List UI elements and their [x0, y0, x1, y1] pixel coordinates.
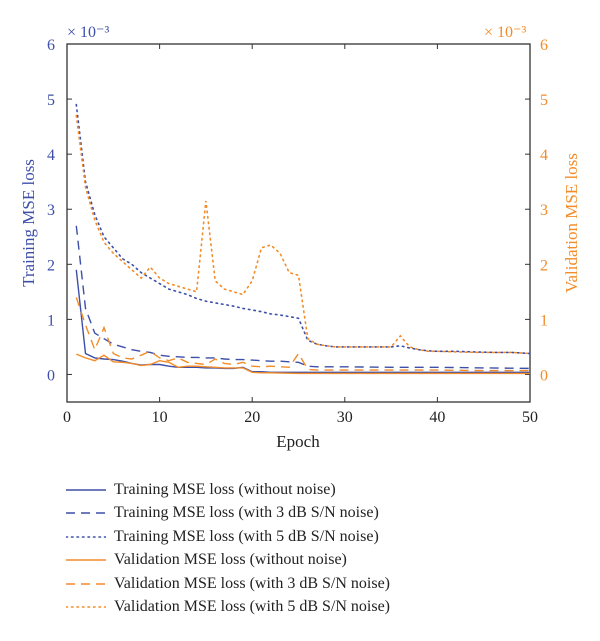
plot-area-frame — [66, 43, 531, 403]
x-tick-label: 0 — [63, 409, 71, 426]
left-scale-factor: × 10⁻³ — [67, 24, 109, 41]
x-axis-title: Epoch — [276, 432, 320, 451]
x-tick-label: 30 — [337, 409, 353, 426]
legend-item: Training MSE loss (with 3 dB S/N noise) — [66, 502, 586, 526]
left-y-tick-label: 5 — [47, 92, 55, 109]
legend-item: Training MSE loss (without noise) — [66, 478, 586, 502]
left-y-tick-label: 4 — [47, 147, 55, 164]
series-line-6 — [75, 114, 531, 355]
series-line-5 — [75, 297, 530, 372]
legend-swatch — [66, 512, 106, 515]
legend-swatch — [66, 582, 106, 585]
series-line-2 — [75, 225, 531, 370]
legend-item: Validation MSE loss (without noise) — [66, 549, 586, 573]
x-tick-label: 40 — [429, 409, 445, 426]
legend-swatch — [66, 488, 106, 491]
right-y-tick-label: 2 — [540, 257, 548, 274]
legend-swatch — [66, 606, 106, 609]
right-y-tick-label: 3 — [540, 202, 548, 219]
legend-item: Validation MSE loss (with 3 dB S/N noise… — [66, 572, 586, 596]
series-line-1 — [75, 269, 530, 373]
series-line-4 — [76, 353, 530, 375]
right-y-axis-title: Validation MSE loss — [562, 153, 581, 293]
legend-label: Training MSE loss (with 3 dB S/N noise) — [114, 504, 379, 522]
legend: Training MSE loss (without noise) Trainin… — [66, 478, 586, 619]
x-tick-label: 20 — [244, 409, 260, 426]
legend-swatch — [66, 559, 106, 562]
right-y-tick-label: 4 — [540, 147, 548, 164]
right-y-tick-label: 0 — [540, 367, 548, 384]
x-axis-ticks: 0 10 20 30 40 50 — [63, 44, 538, 426]
legend-label: Training MSE loss (with 5 dB S/N noise) — [114, 527, 379, 545]
left-y-tick-label: 0 — [47, 367, 55, 384]
right-y-axis-ticks: 0 1 2 3 4 5 6 — [525, 37, 548, 384]
left-y-tick-label: 3 — [47, 202, 55, 219]
x-tick-label: 50 — [522, 409, 538, 426]
right-y-tick-label: 1 — [540, 312, 548, 329]
legend-swatch — [66, 535, 106, 538]
left-y-tick-label: 6 — [47, 37, 55, 54]
left-y-axis-title: Training MSE loss — [19, 159, 38, 287]
right-y-tick-label: 5 — [540, 92, 548, 109]
left-y-axis-ticks: 0 1 2 3 4 5 6 — [47, 37, 72, 384]
legend-label: Validation MSE loss (without noise) — [114, 551, 347, 569]
right-scale-factor: × 10⁻³ — [484, 24, 526, 41]
legend-item: Training MSE loss (with 5 dB S/N noise) — [66, 525, 586, 549]
legend-label: Training MSE loss (without noise) — [114, 480, 336, 498]
right-y-tick-label: 6 — [540, 37, 548, 54]
left-y-tick-label: 1 — [47, 312, 55, 329]
left-y-tick-label: 2 — [47, 257, 55, 274]
legend-label: Validation MSE loss (with 5 dB S/N noise… — [114, 598, 391, 616]
series-line-3 — [75, 103, 531, 355]
series-layer — [75, 103, 531, 375]
x-tick-label: 10 — [152, 409, 168, 426]
legend-label: Validation MSE loss (with 3 dB S/N noise… — [114, 574, 391, 592]
legend-item: Validation MSE loss (with 5 dB S/N noise… — [66, 596, 586, 620]
